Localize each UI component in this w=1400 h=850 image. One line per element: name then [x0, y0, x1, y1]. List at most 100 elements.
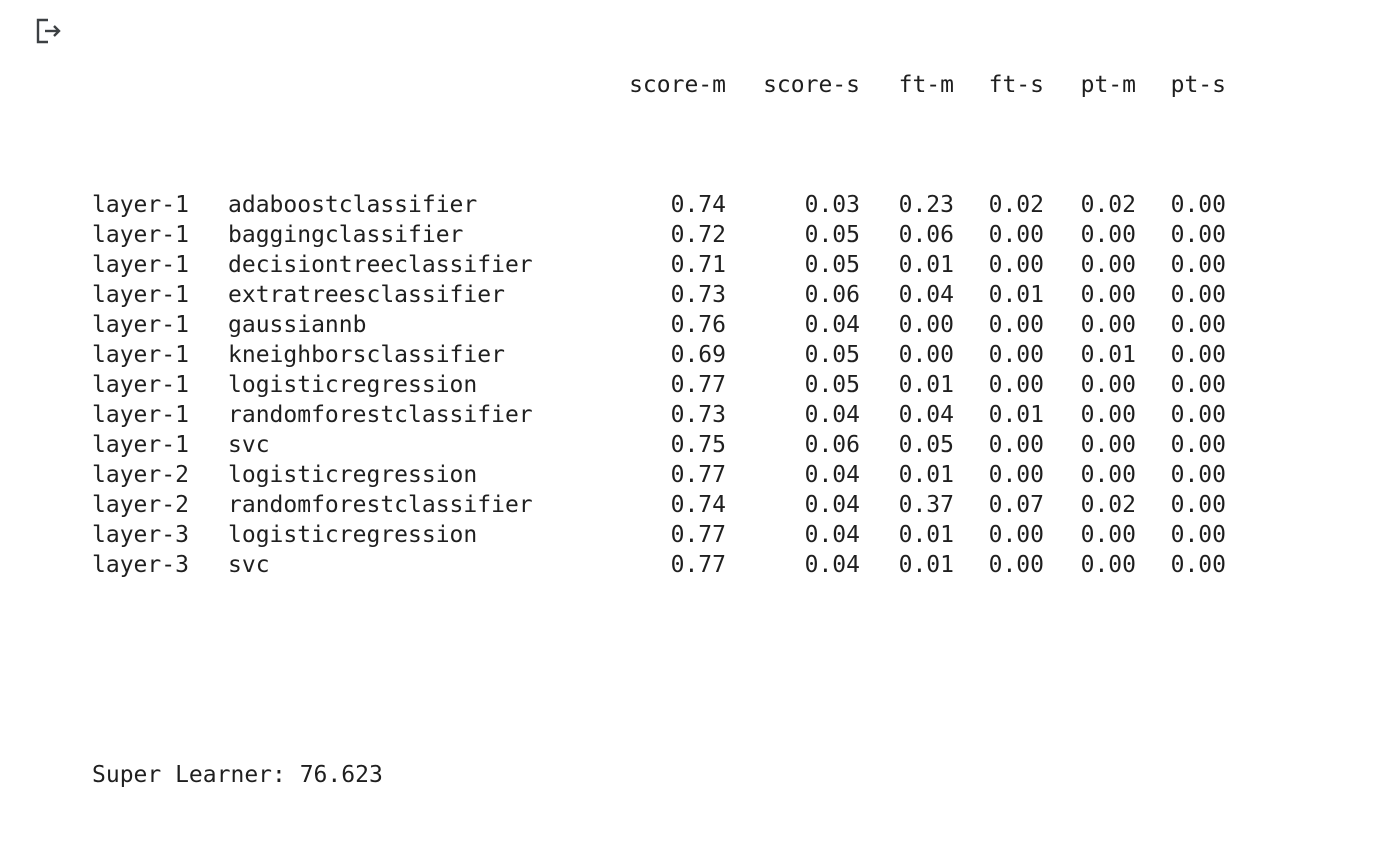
row-score-m: 0.77	[670, 372, 726, 398]
row-score-m: 0.72	[670, 222, 726, 248]
table-row: layer-2 randomforestclassifier 0.74 0.04 0.3…	[92, 490, 1226, 520]
row-score-s: 0.05	[804, 342, 860, 368]
row-layer: layer-1	[92, 222, 189, 248]
row-pt-s: 0.00	[1170, 522, 1226, 548]
row-model: extratreesclassifier	[228, 282, 505, 308]
row-score-s: 0.06	[804, 282, 860, 308]
row-ft-s: 0.00	[988, 462, 1044, 488]
row-ft-m: 0.01	[898, 552, 954, 578]
row-score-s: 0.03	[804, 192, 860, 218]
header-pt-m: pt-m	[1080, 72, 1136, 98]
row-pt-s: 0.00	[1170, 192, 1226, 218]
row-ft-s: 0.00	[988, 432, 1044, 458]
row-ft-s: 0.07	[988, 492, 1044, 518]
table-row: layer-1 svc 0.75 0.06 0.05 0.00 0.00 0.00	[92, 430, 1226, 460]
row-ft-m: 0.05	[898, 432, 954, 458]
row-pt-m: 0.02	[1080, 192, 1136, 218]
row-pt-m: 0.00	[1080, 552, 1136, 578]
row-score-s: 0.04	[804, 522, 860, 548]
row-layer: layer-1	[92, 252, 189, 278]
row-pt-s: 0.00	[1170, 432, 1226, 458]
table-row: layer-1 baggingclassifier 0.72 0.05 0.06 0.00…	[92, 220, 1226, 250]
row-ft-s: 0.00	[988, 252, 1044, 278]
row-layer: layer-1	[92, 192, 189, 218]
row-score-m: 0.73	[670, 402, 726, 428]
output-redirect-icon[interactable]	[34, 16, 64, 46]
row-pt-m: 0.00	[1080, 252, 1136, 278]
row-pt-m: 0.00	[1080, 282, 1136, 308]
table-row: layer-1 extratreesclassifier 0.73 0.06 0.04 0…	[92, 280, 1226, 310]
row-ft-m: 0.01	[898, 462, 954, 488]
row-ft-m: 0.01	[898, 372, 954, 398]
row-pt-m: 0.02	[1080, 492, 1136, 518]
row-score-s: 0.04	[804, 402, 860, 428]
row-ft-m: 0.04	[898, 402, 954, 428]
row-pt-m: 0.01	[1080, 342, 1136, 368]
row-score-s: 0.04	[804, 552, 860, 578]
row-pt-m: 0.00	[1080, 402, 1136, 428]
row-model: svc	[228, 552, 270, 578]
row-layer: layer-1	[92, 372, 189, 398]
table-row: layer-2 logisticregression 0.77 0.04 0.01 0.0…	[92, 460, 1226, 490]
row-ft-m: 0.06	[898, 222, 954, 248]
row-pt-s: 0.00	[1170, 552, 1226, 578]
row-score-s: 0.04	[804, 492, 860, 518]
row-pt-s: 0.00	[1170, 312, 1226, 338]
row-layer: layer-1	[92, 342, 189, 368]
row-ft-s: 0.00	[988, 552, 1044, 578]
row-ft-s: 0.02	[988, 192, 1044, 218]
row-score-m: 0.74	[670, 192, 726, 218]
row-score-m: 0.74	[670, 492, 726, 518]
row-model: randomforestclassifier	[228, 402, 533, 428]
super-learner-result: Super Learner: 76.623	[92, 762, 383, 788]
row-ft-m: 0.37	[898, 492, 954, 518]
row-score-s: 0.04	[804, 462, 860, 488]
row-model: randomforestclassifier	[228, 492, 533, 518]
row-model: logisticregression	[228, 372, 478, 398]
header-score-m: score-m	[629, 72, 726, 98]
cell-output-area: score-m score-s ft-m ft-s pt-m pt-s layer-1 ad…	[34, 16, 1226, 788]
header-score-s: score-s	[763, 72, 860, 98]
row-ft-s: 0.01	[988, 282, 1044, 308]
table-header: score-m score-s ft-m ft-s pt-m pt-s	[92, 70, 1226, 100]
row-layer: layer-3	[92, 552, 189, 578]
table-body: layer-1 adaboostclassifier 0.74 0.03 0.23 0.0…	[92, 190, 1226, 580]
row-model: kneighborsclassifier	[228, 342, 505, 368]
row-pt-s: 0.00	[1170, 282, 1226, 308]
row-score-m: 0.69	[670, 342, 726, 368]
row-model: svc	[228, 432, 270, 458]
row-ft-m: 0.01	[898, 522, 954, 548]
row-pt-m: 0.00	[1080, 372, 1136, 398]
row-ft-s: 0.00	[988, 312, 1044, 338]
header-ft-m: ft-m	[898, 72, 954, 98]
row-score-s: 0.05	[804, 222, 860, 248]
table-row: layer-1 randomforestclassifier 0.73 0.04 0.0…	[92, 400, 1226, 430]
row-pt-m: 0.00	[1080, 522, 1136, 548]
row-ft-s: 0.00	[988, 372, 1044, 398]
table-row: layer-1 decisiontreeclassifier 0.71 0.05 0.0…	[92, 250, 1226, 280]
row-pt-s: 0.00	[1170, 222, 1226, 248]
row-ft-m: 0.00	[898, 312, 954, 338]
row-pt-m: 0.00	[1080, 462, 1136, 488]
row-score-m: 0.76	[670, 312, 726, 338]
row-model: logisticregression	[228, 522, 478, 548]
row-ft-m: 0.00	[898, 342, 954, 368]
row-model: baggingclassifier	[228, 222, 464, 248]
row-ft-s: 0.00	[988, 222, 1044, 248]
row-pt-m: 0.00	[1080, 312, 1136, 338]
row-layer: layer-3	[92, 522, 189, 548]
table-row: layer-1 logisticregression 0.77 0.05 0.01 0.0…	[92, 370, 1226, 400]
row-model: gaussiannb	[228, 312, 367, 338]
row-pt-m: 0.00	[1080, 432, 1136, 458]
table-row: layer-3 svc 0.77 0.04 0.01 0.00 0.00 0.00	[92, 550, 1226, 580]
row-score-m: 0.77	[670, 552, 726, 578]
row-ft-m: 0.04	[898, 282, 954, 308]
header-ft-s: ft-s	[988, 72, 1044, 98]
row-score-s: 0.04	[804, 312, 860, 338]
row-layer: layer-2	[92, 462, 189, 488]
row-model: decisiontreeclassifier	[228, 252, 533, 278]
table-row: layer-3 logisticregression 0.77 0.04 0.01 0.0…	[92, 520, 1226, 550]
row-pt-s: 0.00	[1170, 462, 1226, 488]
row-score-s: 0.05	[804, 372, 860, 398]
row-pt-s: 0.00	[1170, 252, 1226, 278]
